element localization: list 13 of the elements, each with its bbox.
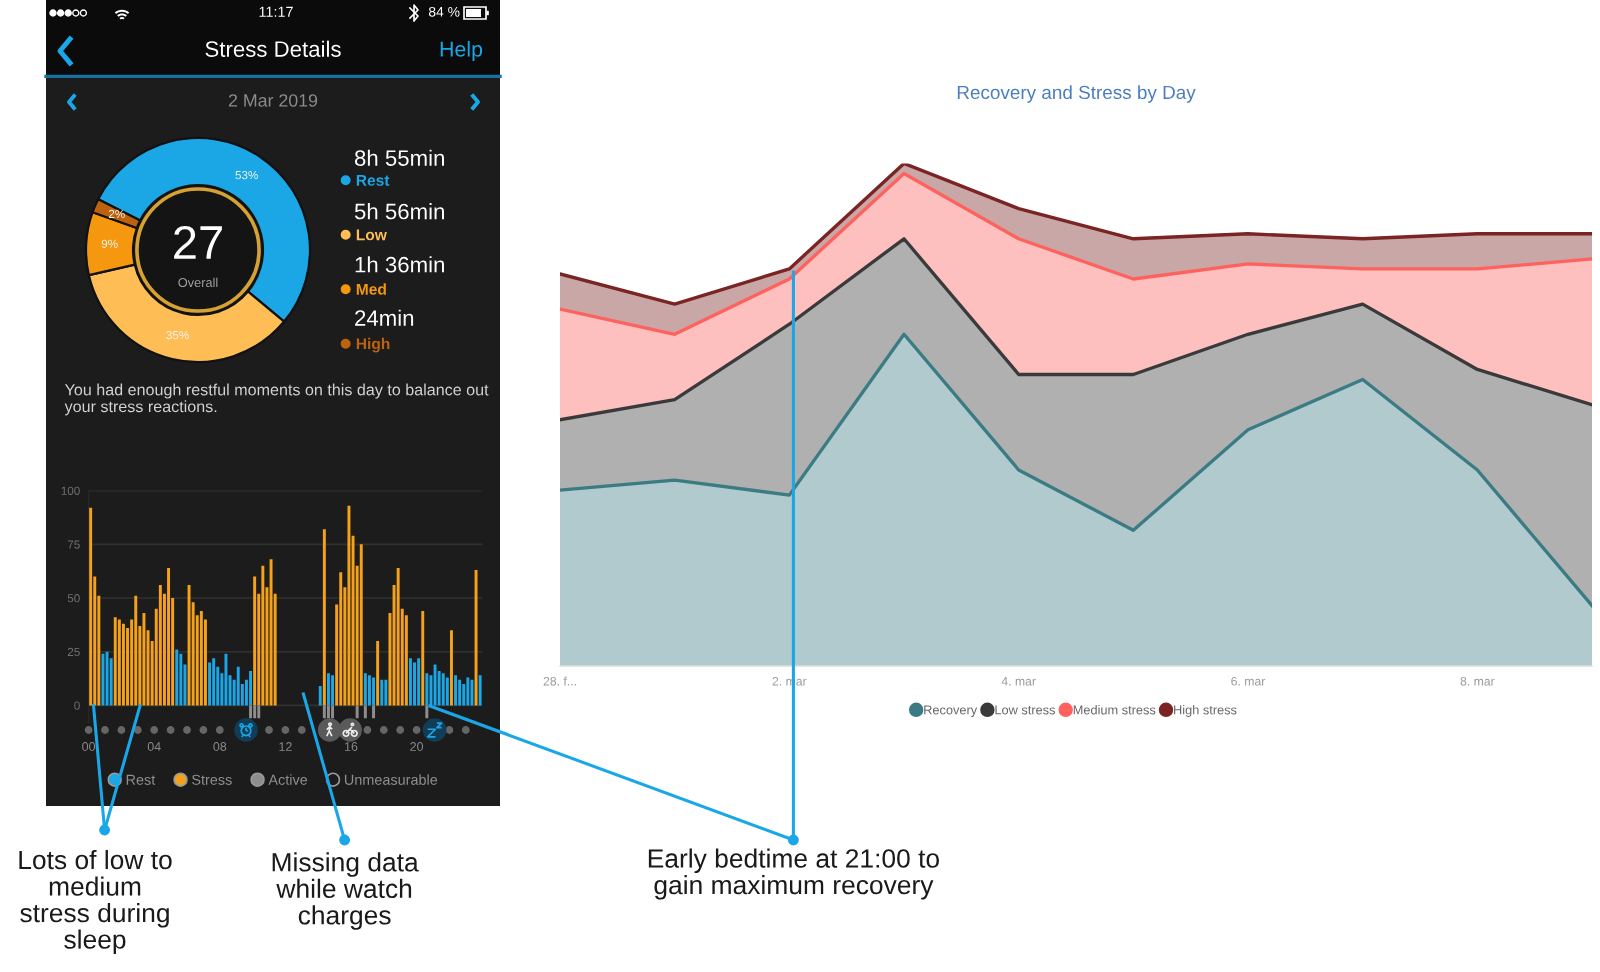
text: Missing data while watch charges (272, 852, 419, 930)
chart-subtitle: 2 Mar 2019 (228, 94, 318, 107)
annotation: Lots of low to medium stress during sleep (19, 849, 172, 955)
text: Help (440, 41, 483, 61)
text: 27 (174, 225, 222, 259)
text: 1h 36min (355, 256, 444, 273)
chart-title: Recovery and Stress by Day (957, 85, 1196, 103)
chart-title: Stress Details (205, 40, 341, 57)
text: You had enough restful moments on this day to balance out your stress reactions. (64, 383, 489, 416)
text: 8h 55min (354, 149, 444, 166)
text: 5h 56min (354, 203, 444, 220)
text: Early bedtime at 21:00 to gain maximum recovery (648, 848, 939, 900)
text: 24min (355, 309, 414, 326)
